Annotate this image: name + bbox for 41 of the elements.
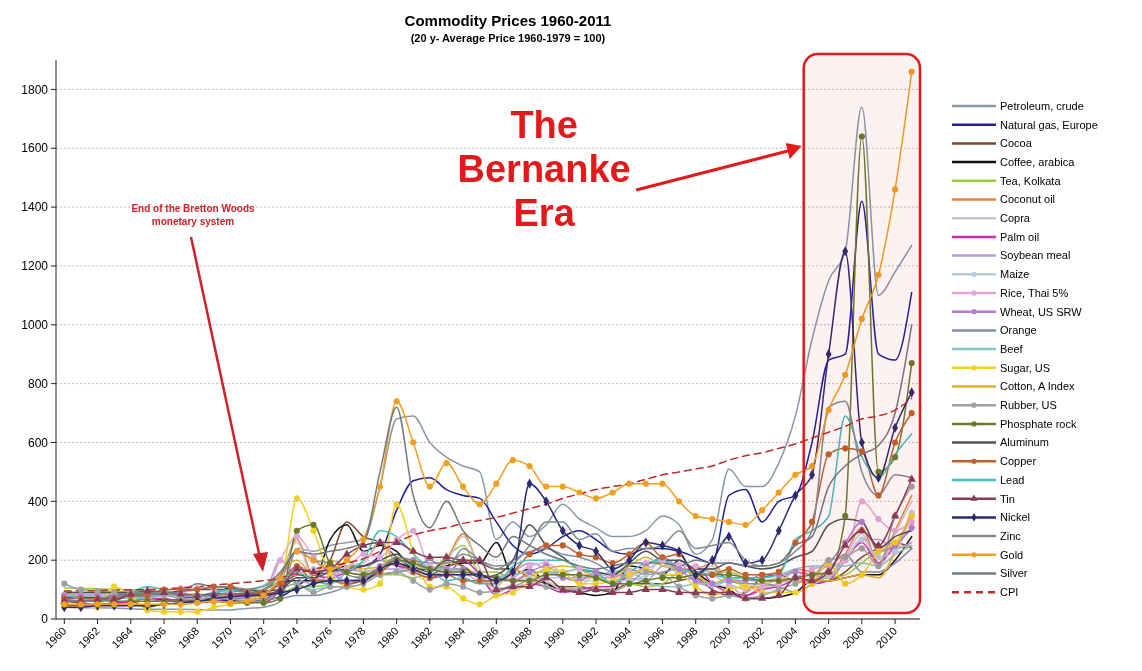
legend-label: Soybean meal — [1000, 249, 1071, 262]
annotation: End of the Bretton Woods monetary system — [131, 203, 255, 227]
chart-subtitle: (20 y- Average Price 1960-1979 = 100) — [410, 32, 606, 44]
chart-title: Commodity Prices 1960-2011 — [404, 12, 612, 29]
legend-label: Natural gas, Europe — [1000, 118, 1098, 131]
legend-label: Rubber, US — [1000, 399, 1057, 412]
legend-label: Cocoa — [1000, 137, 1033, 150]
legend-label: Aluminum — [1000, 436, 1049, 449]
y-tick-label: 200 — [27, 553, 49, 568]
y-tick-label: 0 — [41, 612, 49, 627]
legend-label: Palm oil — [1000, 230, 1040, 243]
legend-label: Cotton, A Index — [1000, 380, 1076, 393]
legend-label: Zinc — [1000, 529, 1022, 542]
legend-label: Coconut oil — [1000, 193, 1056, 206]
legend-label: Maize — [1000, 268, 1030, 281]
legend-label: Coffee, arabica — [1000, 155, 1076, 168]
legend-label: Lead — [1000, 473, 1025, 486]
legend-label: Tin — [1000, 492, 1015, 505]
y-tick-label: 800 — [27, 376, 49, 391]
y-tick-label: 1400 — [21, 200, 49, 215]
legend-label: Sugar, US — [1000, 361, 1051, 374]
legend-label: CPI — [1000, 586, 1019, 599]
legend-label: Nickel — [1000, 511, 1030, 524]
y-tick-label: 400 — [27, 494, 49, 509]
legend-label: Copra — [1000, 212, 1031, 225]
legend-label: Rice, Thai 5% — [1000, 286, 1069, 299]
legend-label: Tea, Kolkata — [1000, 174, 1062, 187]
legend-label: Wheat, US SRW — [1000, 305, 1083, 318]
legend-label: Copper — [1000, 455, 1037, 468]
y-tick-label: 1800 — [21, 82, 49, 97]
legend-label: Silver — [1000, 567, 1028, 580]
y-tick-label: 1000 — [21, 317, 49, 332]
legend-label: Petroleum, crude — [1000, 99, 1084, 112]
y-tick-label: 600 — [27, 435, 49, 450]
legend-label: Beef — [1000, 342, 1024, 355]
legend-label: Orange — [1000, 324, 1037, 337]
band-label: The Bernanke Era — [457, 104, 631, 234]
legend-label: Phosphate rock — [1000, 417, 1077, 430]
y-tick-label: 1200 — [21, 259, 49, 274]
legend-label: Gold — [1000, 548, 1024, 561]
y-tick-label: 1600 — [21, 141, 49, 156]
